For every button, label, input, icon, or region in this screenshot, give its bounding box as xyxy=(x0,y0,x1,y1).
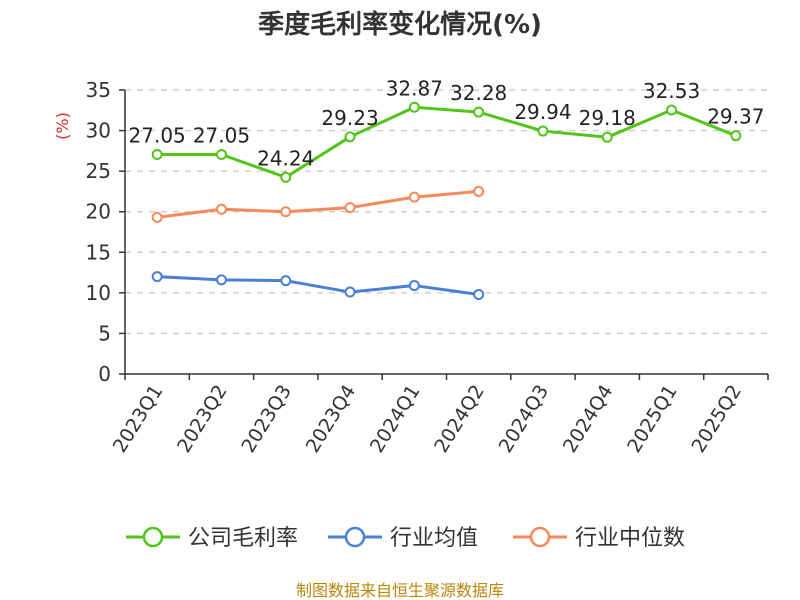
data-point xyxy=(215,274,227,286)
data-point xyxy=(215,149,227,161)
data-point xyxy=(601,131,613,143)
series-line xyxy=(157,275,479,296)
legend-item-label: 行业均值 xyxy=(390,526,478,551)
x-tick-label: 2023Q2 xyxy=(173,381,232,457)
x-tick-label: 2024Q1 xyxy=(366,381,425,457)
data-labels: 27.05 27.05 24.24 29.23 32.87 32.28 29.94 29.18… xyxy=(129,76,765,170)
y-axis-label: (%) xyxy=(53,112,72,140)
x-tick-label: 2024Q3 xyxy=(495,381,554,457)
series-layer xyxy=(151,101,742,300)
series-line xyxy=(156,189,479,219)
data-point xyxy=(344,131,356,143)
data-point xyxy=(473,288,485,300)
legend: 公司毛利率 行业均值 行业中位数 xyxy=(126,526,685,551)
data-point xyxy=(730,130,742,142)
legend-item-label: 行业中位数 xyxy=(575,526,685,551)
data-point xyxy=(408,280,420,292)
data-point xyxy=(344,286,356,298)
x-tick-label: 2023Q3 xyxy=(237,381,296,457)
data-point xyxy=(280,171,292,183)
x-tick-label: 2024Q4 xyxy=(559,381,618,457)
legend-swatch-marker xyxy=(529,526,551,548)
x-tick-label: 2025Q2 xyxy=(687,381,746,457)
y-tick-label: 20 xyxy=(86,200,111,224)
data-point xyxy=(215,203,227,215)
data-point xyxy=(408,101,420,113)
data-point xyxy=(344,202,356,214)
y-tick-label: 0 xyxy=(98,362,111,386)
data-point xyxy=(473,106,485,118)
y-tick-label: 35 xyxy=(86,78,111,102)
x-tick-label: 2023Q4 xyxy=(302,381,361,457)
data-point xyxy=(666,104,678,116)
data-point xyxy=(151,149,163,161)
y-tick-label: 10 xyxy=(86,281,111,305)
data-label: 29.37 xyxy=(707,105,764,129)
x-tick-label: 2023Q1 xyxy=(109,381,168,457)
y-tick-label: 5 xyxy=(98,321,111,345)
series-line xyxy=(157,105,737,179)
data-point xyxy=(537,125,549,137)
footer-source: 制图数据来自恒生聚源数据库 xyxy=(296,581,504,600)
data-label: 29.23 xyxy=(321,106,378,130)
data-label: 29.94 xyxy=(514,100,571,124)
data-point xyxy=(280,206,292,218)
legend-item-label: 公司毛利率 xyxy=(188,526,298,551)
data-point xyxy=(408,191,420,203)
data-label: 27.05 xyxy=(129,124,186,148)
data-point xyxy=(473,185,485,197)
data-label: 32.87 xyxy=(386,76,443,100)
data-point xyxy=(151,211,163,223)
data-point xyxy=(151,271,163,283)
data-label: 24.24 xyxy=(257,146,314,170)
x-tick-label: 2025Q1 xyxy=(623,381,682,457)
y-tick-label: 15 xyxy=(86,240,111,264)
x-tick-label: 2024Q2 xyxy=(430,381,489,457)
data-label: 32.28 xyxy=(450,81,507,105)
legend-swatch-marker xyxy=(344,526,366,548)
y-tick-label: 25 xyxy=(86,159,111,183)
y-tick-label: 30 xyxy=(86,119,111,143)
data-label: 32.53 xyxy=(643,79,700,103)
data-label: 29.18 xyxy=(579,106,636,130)
chart-title: 季度毛利率变化情况(%) xyxy=(258,9,542,40)
data-label: 27.05 xyxy=(193,124,250,148)
legend-swatch-marker xyxy=(142,526,164,548)
data-point xyxy=(280,275,292,287)
